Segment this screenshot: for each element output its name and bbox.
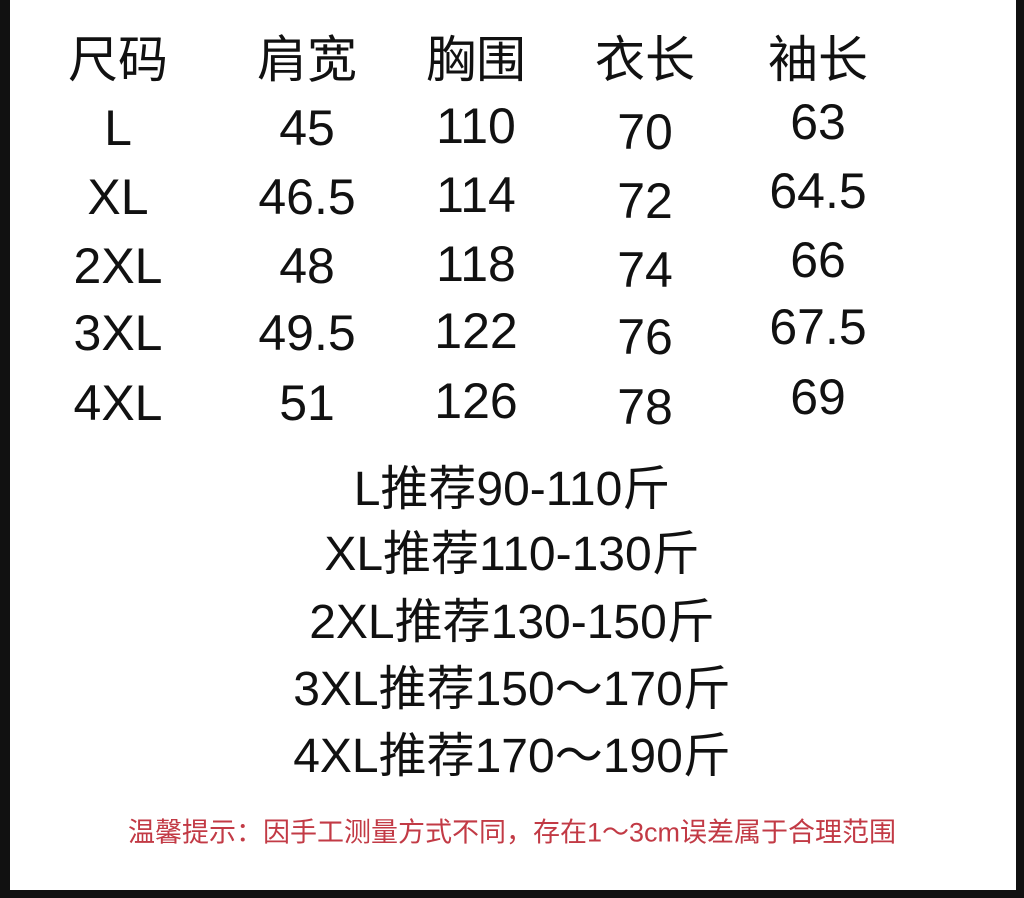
cell-sleeve: 63 <box>790 94 846 150</box>
cell-length: 70 <box>617 104 673 160</box>
cell-shoulder: 45 <box>279 100 335 156</box>
header-sleeve: 袖长 <box>768 32 868 88</box>
recommendation-line: 4XL推荐170～190斤 <box>293 730 731 783</box>
cell-shoulder: 51 <box>279 375 335 431</box>
cell-shoulder: 46.5 <box>258 169 356 225</box>
cell-chest: 126 <box>434 373 518 429</box>
cell-size: L <box>104 100 132 156</box>
cell-length: 72 <box>617 173 673 229</box>
header-shoulder: 肩宽 <box>257 32 357 88</box>
recommendation-line: 2XL推荐130-150斤 <box>309 596 715 649</box>
recommendation-line: XL推荐110-130斤 <box>324 528 700 581</box>
cell-size: XL <box>87 169 149 225</box>
measurement-note: 温馨提示：因手工测量方式不同，存在1～3cm误差属于合理范围 <box>127 817 897 848</box>
cell-length: 76 <box>617 309 673 365</box>
recommendation-line: 3XL推荐150～170斤 <box>293 663 731 716</box>
cell-shoulder: 49.5 <box>258 305 356 361</box>
header-chest: 胸围 <box>426 32 526 88</box>
cell-chest: 114 <box>436 167 516 223</box>
cell-sleeve: 69 <box>790 369 846 425</box>
cell-shoulder: 48 <box>279 238 335 294</box>
recommendation-line: L推荐90-110斤 <box>353 463 671 516</box>
cell-length: 78 <box>617 379 673 435</box>
cell-size: 2XL <box>73 238 163 294</box>
header-length: 衣长 <box>595 32 695 88</box>
size-chart: 尺码 肩宽 胸围 衣长 袖长 L 45 110 70 63 XL 46.5 114 72 64.5 2XL 48… <box>10 0 1016 890</box>
cell-chest: 110 <box>436 98 516 154</box>
header-size: 尺码 <box>68 32 168 88</box>
cell-chest: 122 <box>434 303 518 359</box>
cell-sleeve: 66 <box>790 232 846 288</box>
cell-size: 3XL <box>73 305 163 361</box>
cell-length: 74 <box>617 242 673 298</box>
cell-chest: 118 <box>436 236 516 292</box>
cell-sleeve: 67.5 <box>769 299 867 355</box>
cell-sleeve: 64.5 <box>769 163 867 219</box>
cell-size: 4XL <box>73 375 163 431</box>
